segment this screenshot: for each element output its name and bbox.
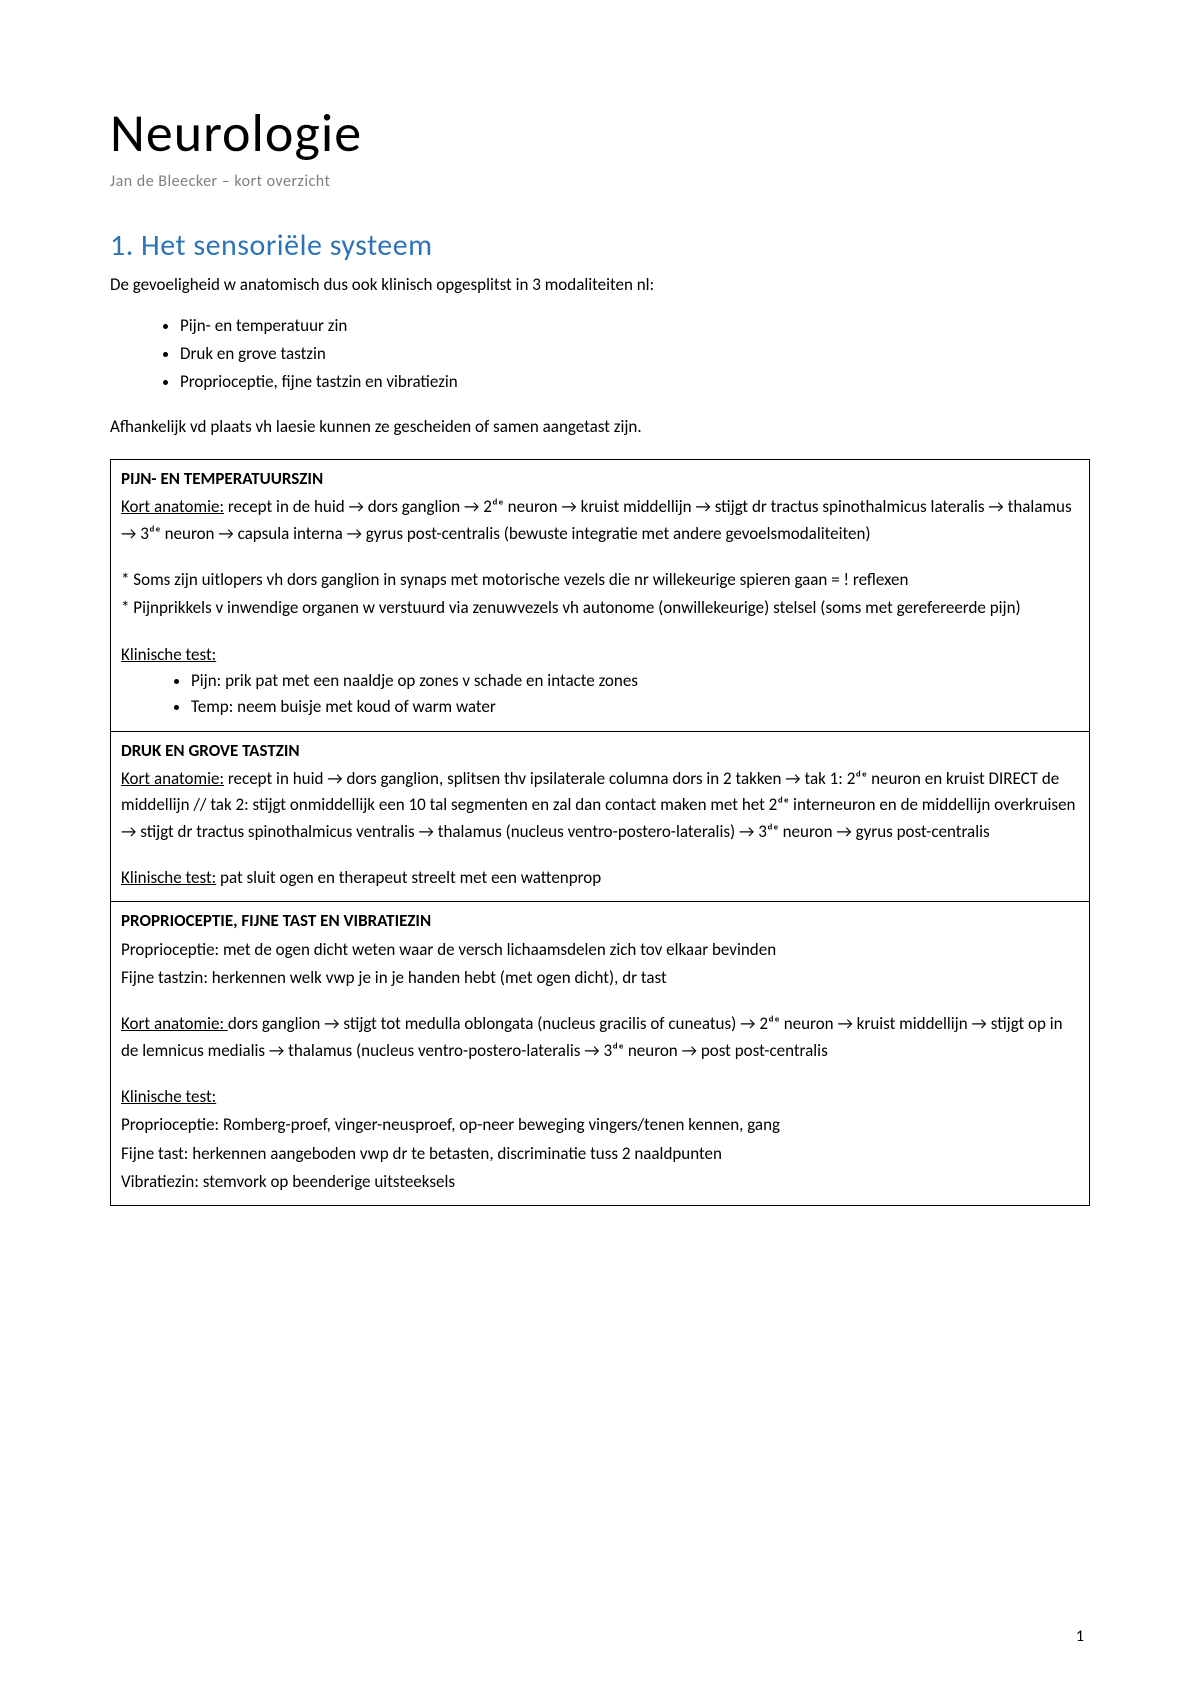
label-klinische-test: Klinische test: <box>121 642 1079 668</box>
cell-paragraph: Fijne tast: herkennen aangeboden vwp dr … <box>121 1141 1079 1167</box>
table-row: PROPRIOCEPTIE, FIJNE TAST EN VIBRATIEZIN… <box>111 902 1090 1206</box>
document-subtitle: Jan de Bleecker – kort overzicht <box>110 172 1090 191</box>
label-kort-anatomie: Kort anatomie: <box>121 496 224 517</box>
cell-paragraph: Proprioceptie: met de ogen dicht weten w… <box>121 937 1079 963</box>
cell-paragraph: Vibratiezin: stemvork op beenderige uits… <box>121 1169 1079 1195</box>
label-klinische-test: Klinische test: <box>121 1084 1079 1110</box>
cell-text: pat sluit ogen en therapeut streelt met … <box>216 867 601 888</box>
list-item: Temp: neem buisje met koud of warm water <box>191 694 1079 720</box>
document-title: Neurologie <box>110 100 1090 166</box>
list-item: Pijn- en temperatuur zin <box>180 312 1090 340</box>
list-item: Pijn: prik pat met een naaldje op zones … <box>191 668 1079 694</box>
table-cell-proprioceptie: PROPRIOCEPTIE, FIJNE TAST EN VIBRATIEZIN… <box>111 902 1090 1206</box>
page-number: 1 <box>1076 1627 1084 1646</box>
label-klinische-test: Klinische test: <box>121 867 216 888</box>
section-intro: De gevoeligheid w anatomisch dus ook kli… <box>110 272 1090 298</box>
cell-paragraph: Proprioceptie: Romberg-proef, vinger-neu… <box>121 1112 1079 1138</box>
cell-text: recept in de huid → dors ganglion → 2ᵈᵉ … <box>121 496 1072 543</box>
cell-heading: PROPRIOCEPTIE, FIJNE TAST EN VIBRATIEZIN <box>121 908 1079 934</box>
cell-paragraph: Kort anatomie: recept in huid → dors gan… <box>121 766 1079 845</box>
cell-heading: DRUK EN GROVE TASTZIN <box>121 738 1079 764</box>
cell-paragraph: Kort anatomie: dors ganglion → stijgt to… <box>121 1011 1079 1064</box>
table-cell-druk-tast: DRUK EN GROVE TASTZIN Kort anatomie: rec… <box>111 731 1090 902</box>
cell-paragraph: Kort anatomie: recept in de huid → dors … <box>121 494 1079 547</box>
label-kort-anatomie: Kort anatomie: <box>121 1013 228 1034</box>
cell-heading: PIJN- EN TEMPERATUURSZIN <box>121 466 1079 492</box>
page-container: Neurologie Jan de Bleecker – kort overzi… <box>0 0 1200 1266</box>
list-item: Proprioceptie, fijne tastzin en vibratie… <box>180 368 1090 396</box>
modality-list: Pijn- en temperatuur zin Druk en grove t… <box>110 312 1090 396</box>
cell-paragraph: Fijne tastzin: herkennen welk vwp je in … <box>121 965 1079 991</box>
cell-text: recept in huid → dors ganglion, splitsen… <box>121 768 1075 842</box>
cell-paragraph: * Soms zijn uitlopers vh dors ganglion i… <box>121 567 1079 593</box>
table-cell-pijn-temp: PIJN- EN TEMPERATUURSZIN Kort anatomie: … <box>111 459 1090 731</box>
section-after-text: Afhankelijk vd plaats vh laesie kunnen z… <box>110 414 1090 440</box>
table-row: PIJN- EN TEMPERATUURSZIN Kort anatomie: … <box>111 459 1090 731</box>
section-heading: 1. Het sensoriële systeem <box>110 227 1090 264</box>
label-kort-anatomie: Kort anatomie: <box>121 768 224 789</box>
list-item: Druk en grove tastzin <box>180 340 1090 368</box>
table-row: DRUK EN GROVE TASTZIN Kort anatomie: rec… <box>111 731 1090 902</box>
cell-paragraph: Klinische test: pat sluit ogen en therap… <box>121 865 1079 891</box>
cell-paragraph: * Pijnprikkels v inwendige organen w ver… <box>121 595 1079 621</box>
content-table: PIJN- EN TEMPERATUURSZIN Kort anatomie: … <box>110 459 1090 1207</box>
cell-text: dors ganglion → stijgt tot medulla oblon… <box>121 1013 1063 1060</box>
test-list: Pijn: prik pat met een naaldje op zones … <box>121 668 1079 721</box>
